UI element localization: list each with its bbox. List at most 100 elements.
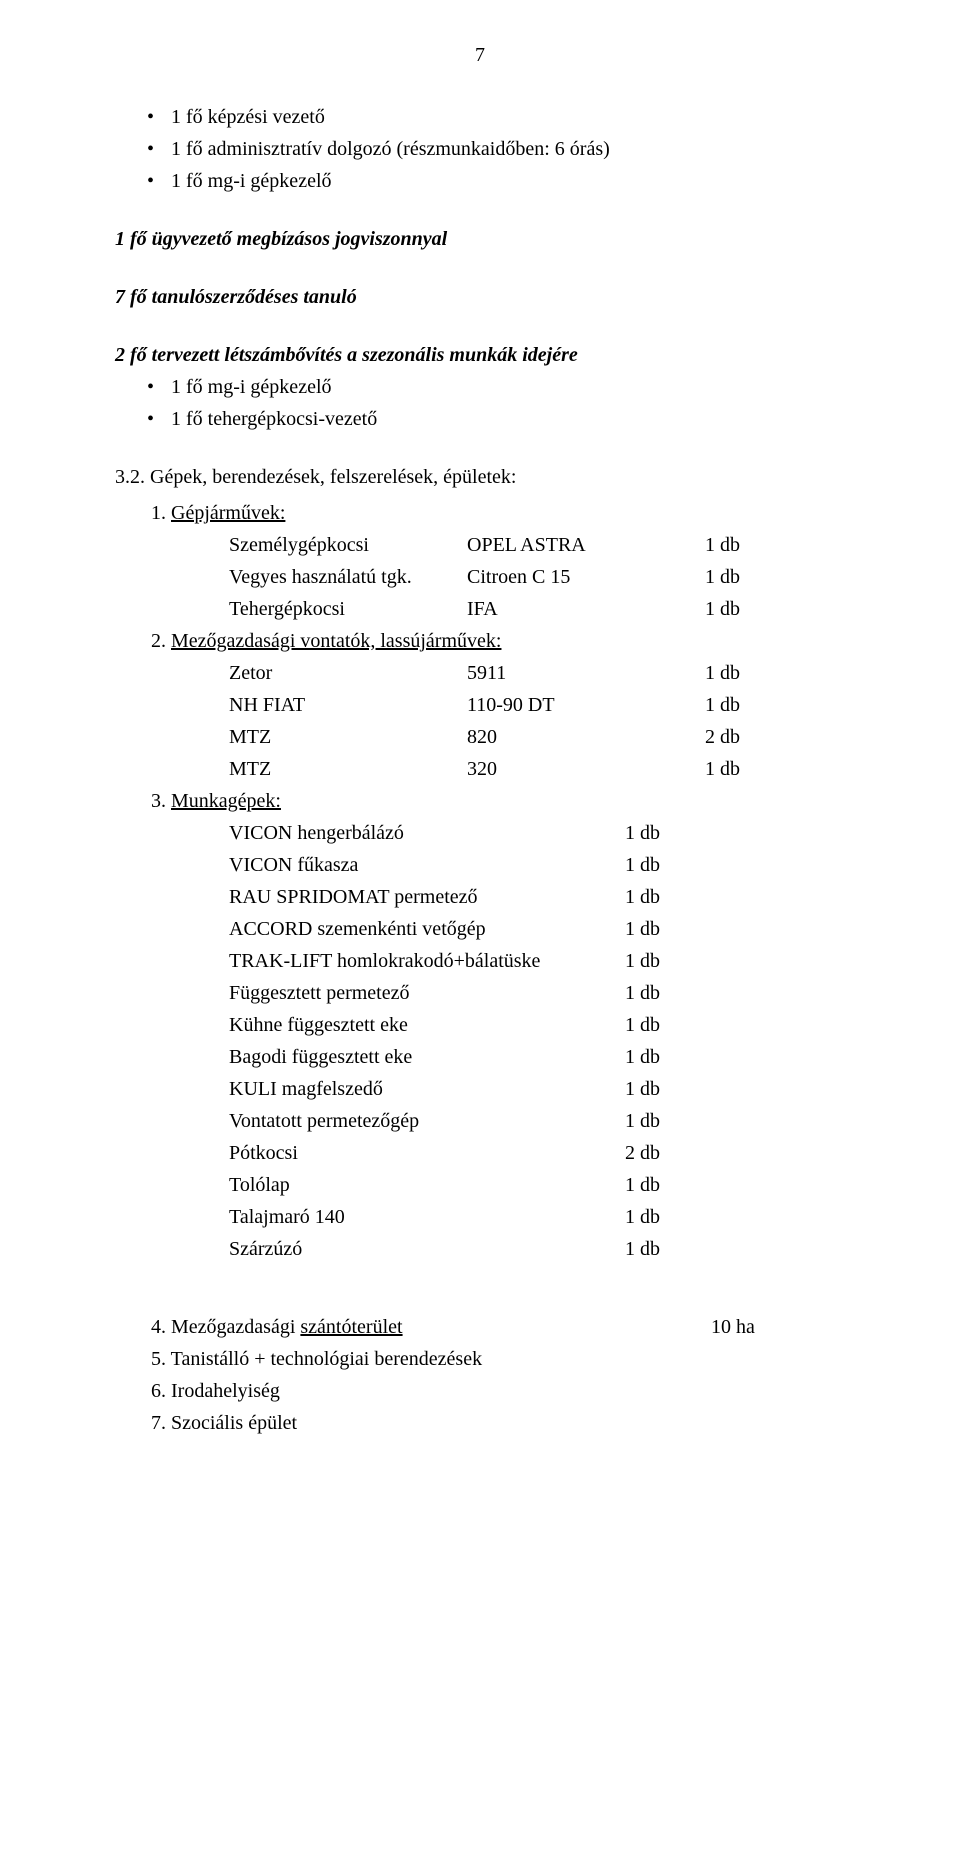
tractor-model: 320 <box>467 754 705 784</box>
machine-name: Vontatott permetezőgép <box>229 1106 625 1136</box>
machine-row: Szárzúzó1 db <box>229 1234 845 1264</box>
extra-bullet-list: 1 fő mg-i gépkezelő 1 fő tehergépkocsi-v… <box>115 372 845 434</box>
tractor-model: 5911 <box>467 658 705 688</box>
machine-qty: 1 db <box>625 818 745 848</box>
tractor-qty: 1 db <box>705 754 825 784</box>
machine-row: KULI magfelszedő1 db <box>229 1074 845 1104</box>
tractor-row: NH FIAT 110-90 DT 1 db <box>229 690 845 720</box>
top-bullet-list: 1 fő képzési vezető 1 fő adminisztratív … <box>115 102 845 196</box>
vehicle-row: Személygépkocsi OPEL ASTRA 1 db <box>229 530 845 560</box>
machine-name: Bagodi függesztett eke <box>229 1042 625 1072</box>
machine-qty: 1 db <box>625 1202 745 1232</box>
document-page: 7 1 fő képzési vezető 1 fő adminisztratí… <box>0 0 960 1858</box>
machine-row: VICON fűkasza1 db <box>229 850 845 880</box>
bottom-numbered-list: 4. Mezőgazdasági szántóterület 10 ha 5. … <box>151 1312 845 1438</box>
item-3-label: Munkagépek: <box>171 790 281 812</box>
tractor-row: MTZ 820 2 db <box>229 722 845 752</box>
item-1-number: 1. <box>151 502 171 524</box>
item-4-label: 4. Mezőgazdasági szántóterület <box>151 1312 711 1342</box>
item-4-underline: szántóterület <box>300 1316 402 1338</box>
vehicle-model: IFA <box>467 594 705 624</box>
machine-qty: 1 db <box>625 1234 745 1264</box>
bullet-item: 1 fő mg-i gépkezelő <box>147 372 845 402</box>
numbered-list: 1. Gépjárművek: Személygépkocsi OPEL AST… <box>151 498 845 1438</box>
bullet-item: 1 fő mg-i gépkezelő <box>147 166 845 196</box>
machine-qty: 1 db <box>625 978 745 1008</box>
machine-row: RAU SPRIDOMAT permetező1 db <box>229 882 845 912</box>
paragraph-ugyvezeto: 1 fő ügyvezető megbízásos jogviszonnyal <box>115 224 845 254</box>
machine-name: Pótkocsi <box>229 1138 625 1168</box>
machine-name: Talajmaró 140 <box>229 1202 625 1232</box>
machine-name: Függesztett permetező <box>229 978 625 1008</box>
machine-qty: 1 db <box>625 914 745 944</box>
machine-qty: 1 db <box>625 946 745 976</box>
bullet-item: 1 fő tehergépkocsi-vezető <box>147 404 845 434</box>
bullet-item: 1 fő adminisztratív dolgozó (részmunkaid… <box>147 134 845 164</box>
machine-name: Tolólap <box>229 1170 625 1200</box>
item-3: 3. Munkagépek: <box>151 786 845 816</box>
machine-row: Kühne függesztett eke1 db <box>229 1010 845 1040</box>
vehicle-qty: 1 db <box>705 562 825 592</box>
item-3-number: 3. <box>151 790 171 812</box>
item-1-label: Gépjárművek: <box>171 502 285 524</box>
machine-name: Szárzúzó <box>229 1234 625 1264</box>
item-6: 6. Irodahelyiség <box>151 1376 845 1406</box>
tractor-name: NH FIAT <box>229 690 467 720</box>
vehicle-model: Citroen C 15 <box>467 562 705 592</box>
item-2-label: Mezőgazdasági vontatók, lassújárművek: <box>171 630 501 652</box>
item-2: 2. Mezőgazdasági vontatók, lassújárművek… <box>151 626 845 656</box>
tractor-name: MTZ <box>229 722 467 752</box>
machine-name: ACCORD szemenkénti vetőgép <box>229 914 625 944</box>
machine-qty: 2 db <box>625 1138 745 1168</box>
machine-row: Talajmaró 1401 db <box>229 1202 845 1232</box>
item-7: 7. Szociális épület <box>151 1408 845 1438</box>
tractor-name: MTZ <box>229 754 467 784</box>
machine-name: Kühne függesztett eke <box>229 1010 625 1040</box>
machine-name: KULI magfelszedő <box>229 1074 625 1104</box>
item-4-prefix: 4. Mezőgazdasági <box>151 1316 300 1338</box>
machine-row: ACCORD szemenkénti vetőgép1 db <box>229 914 845 944</box>
machine-row: Pótkocsi2 db <box>229 1138 845 1168</box>
vehicle-row: Vegyes használatú tgk. Citroen C 15 1 db <box>229 562 845 592</box>
item-2-number: 2. <box>151 630 171 652</box>
tractors-table: Zetor 5911 1 db NH FIAT 110-90 DT 1 db M… <box>229 658 845 784</box>
item-1: 1. Gépjárművek: <box>151 498 845 528</box>
machine-qty: 1 db <box>625 850 745 880</box>
tractor-name: Zetor <box>229 658 467 688</box>
page-number: 7 <box>115 40 845 70</box>
tractor-model: 110-90 DT <box>467 690 705 720</box>
machine-row: Tolólap1 db <box>229 1170 845 1200</box>
vehicle-qty: 1 db <box>705 530 825 560</box>
vehicle-name: Tehergépkocsi <box>229 594 467 624</box>
machine-row: Függesztett permetező1 db <box>229 978 845 1008</box>
machine-row: VICON hengerbálázó1 db <box>229 818 845 848</box>
machine-qty: 1 db <box>625 1042 745 1072</box>
paragraph-tervezett: 2 fő tervezett létszámbővítés a szezonál… <box>115 340 845 370</box>
machine-name: VICON hengerbálázó <box>229 818 625 848</box>
machine-qty: 1 db <box>625 1170 745 1200</box>
vehicle-qty: 1 db <box>705 594 825 624</box>
machine-qty: 1 db <box>625 882 745 912</box>
section-3-2-heading: 3.2. Gépek, berendezések, felszerelések,… <box>115 462 845 492</box>
vehicle-name: Személygépkocsi <box>229 530 467 560</box>
vehicle-name: Vegyes használatú tgk. <box>229 562 467 592</box>
tractor-qty: 1 db <box>705 658 825 688</box>
item-4: 4. Mezőgazdasági szántóterület 10 ha <box>151 1312 845 1342</box>
vehicle-row: Tehergépkocsi IFA 1 db <box>229 594 845 624</box>
paragraph-tanulo: 7 fő tanulószerződéses tanuló <box>115 282 845 312</box>
vehicle-model: OPEL ASTRA <box>467 530 705 560</box>
vehicles-table: Személygépkocsi OPEL ASTRA 1 db Vegyes h… <box>229 530 845 624</box>
bullet-item: 1 fő képzési vezető <box>147 102 845 132</box>
item-5: 5. Tanistálló + technológiai berendezése… <box>151 1344 845 1374</box>
tractor-row: MTZ 320 1 db <box>229 754 845 784</box>
machine-name: TRAK-LIFT homlokrakodó+bálatüske <box>229 946 625 976</box>
tractor-qty: 1 db <box>705 690 825 720</box>
machine-row: Vontatott permetezőgép1 db <box>229 1106 845 1136</box>
tractor-model: 820 <box>467 722 705 752</box>
machine-row: Bagodi függesztett eke1 db <box>229 1042 845 1072</box>
machine-name: RAU SPRIDOMAT permetező <box>229 882 625 912</box>
machine-qty: 1 db <box>625 1106 745 1136</box>
machine-row: TRAK-LIFT homlokrakodó+bálatüske1 db <box>229 946 845 976</box>
tractor-qty: 2 db <box>705 722 825 752</box>
machine-qty: 1 db <box>625 1074 745 1104</box>
